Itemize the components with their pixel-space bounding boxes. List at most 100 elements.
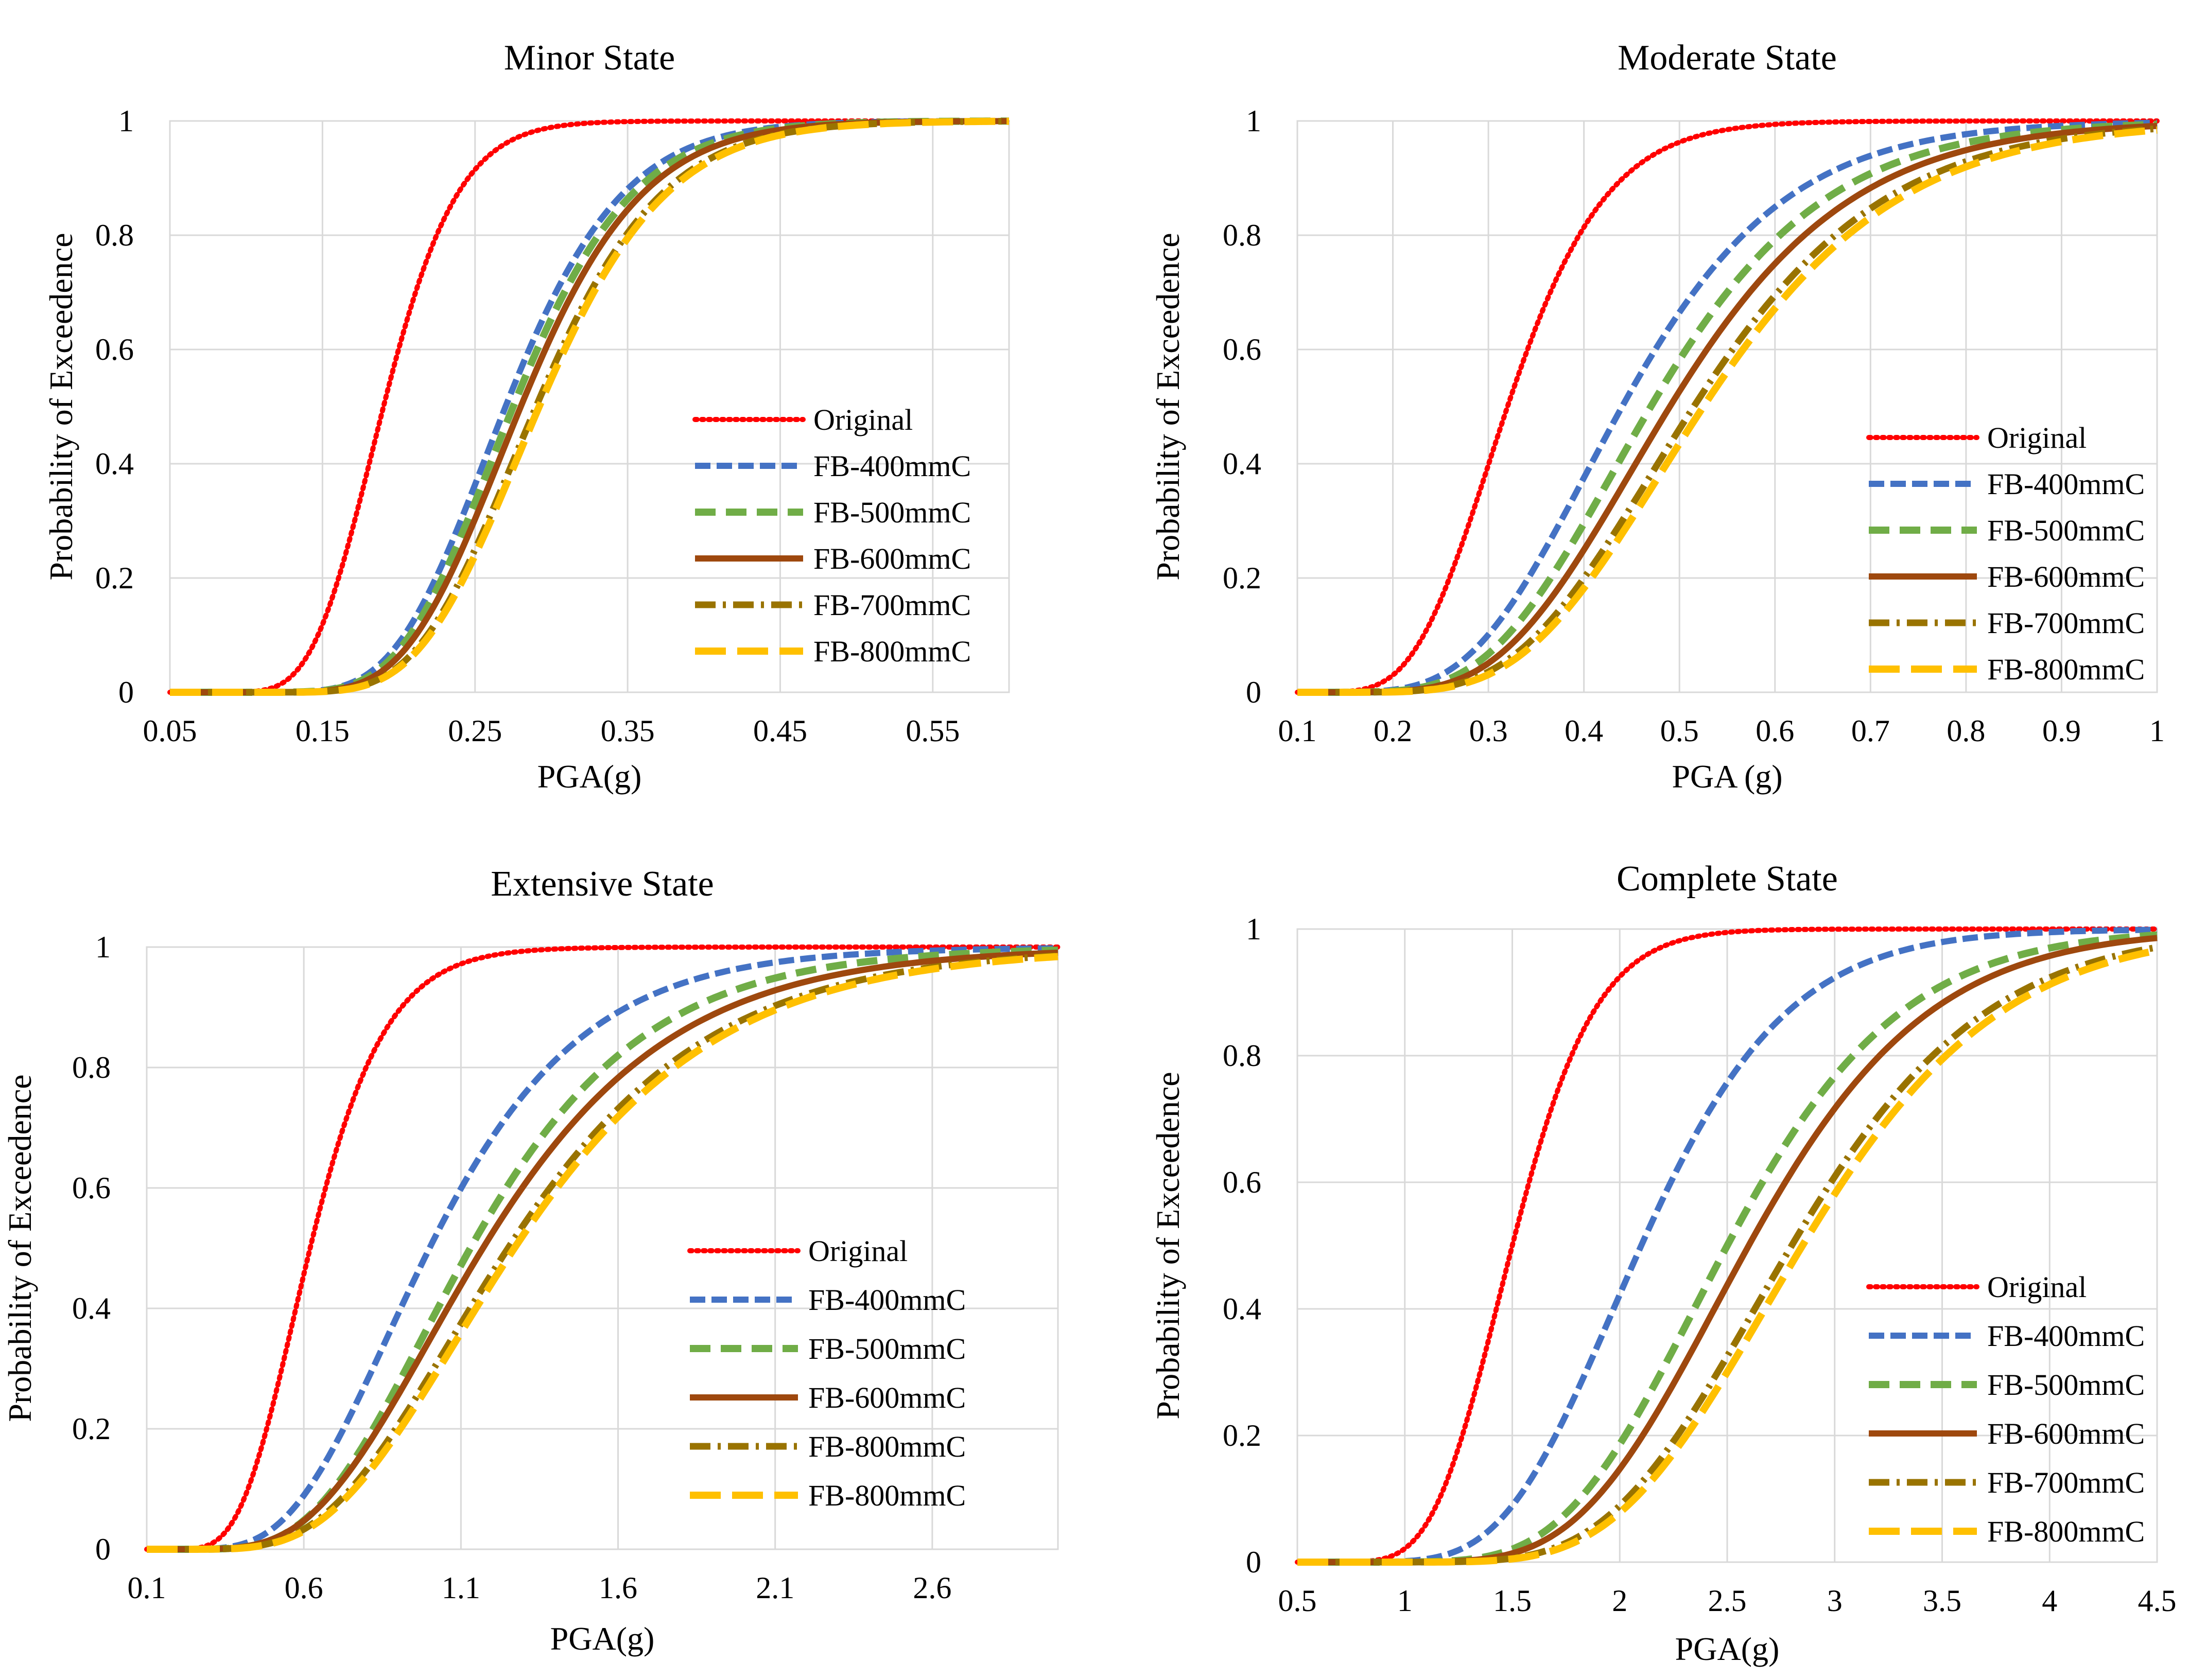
legend-label: FB-500mmC [1987,1368,2145,1402]
legend-label: Original [1987,421,2087,454]
y-tick-label: 0.2 [95,561,134,595]
series-line-fb400 [1297,926,2158,1565]
x-tick-label: 0.1 [1278,714,1317,748]
legend: Original FB-400mmC FB-500mmC FB-600mmC FB-70… [1866,1270,2145,1548]
y-tick-label: 0.6 [1223,332,1261,366]
x-tick-label: 0.1 [128,1571,166,1605]
series-line-fb600 [147,949,1058,1552]
x-axis-label: PGA (g) [1672,758,1782,795]
legend-label: Original [808,1234,908,1268]
x-tick-label: 3 [1827,1584,1843,1618]
x-tick-label: 1.1 [442,1571,480,1605]
y-tick-label: 0.2 [72,1412,111,1446]
x-axis-label: PGA(g) [1675,1631,1780,1667]
y-axis-label: Probability of Exceedence [2,1074,38,1422]
x-tick-label: 2.1 [756,1571,794,1605]
y-tick-label: 0 [95,1532,111,1566]
x-tick-label: 0.45 [753,714,807,748]
y-tick-label: 0.8 [72,1051,111,1084]
legend-label: FB-500mmC [1987,514,2145,547]
y-tick-label: 1 [118,104,134,138]
y-tick-label: 0.2 [1223,561,1261,595]
x-tick-label: 0.3 [1469,714,1508,748]
series-line-fb800 [1297,126,2158,696]
chart-title: Extensive State [491,864,714,904]
legend-label: FB-800mmC [808,1479,966,1512]
x-axis-label: PGA(g) [537,758,642,795]
series-line-fb800 [1297,947,2158,1566]
legend-label: FB-500mmC [808,1332,966,1366]
chart-title: Minor State [504,38,675,78]
y-tick-label: 0.8 [1223,218,1261,252]
x-tick-label: 4 [2042,1584,2057,1618]
y-axis-label: Probability of Exceedence [1150,1072,1186,1419]
y-axis-label: Probability of Exceedence [1150,233,1186,580]
legend-label: FB-400mmC [1987,467,2145,501]
y-tick-label: 0.4 [72,1291,111,1325]
legend-label: FB-400mmC [813,449,971,483]
x-tick-label: 0.5 [1278,1584,1317,1618]
chart-panel-4: 0 0.2 0.4 0.6 0.8 1 0.5 1 1.5 2 2.5 3 3.5 4 4.5 Complet… [1150,859,2177,1667]
y-axis-label: Probability of Exceedence [43,233,79,580]
x-tick-label: 0.25 [448,714,502,748]
legend: Original FB-400mmC FB-500mmC FB-600mmC FB-70… [1866,421,2145,686]
x-tick-label: 0.9 [2042,714,2081,748]
chart-title: Complete State [1617,859,1838,899]
x-axis-label: PGA(g) [550,1620,655,1657]
y-tick-label: 1 [1246,104,1261,138]
y-tick-label: 1 [95,930,111,964]
legend-label: FB-800mmC [1987,653,2145,686]
x-tick-label: 3.5 [1923,1584,1961,1618]
y-tick-label: 0 [1246,675,1261,709]
x-tick-label: 2.5 [1708,1584,1747,1618]
legend: Original FB-400mmC FB-500mmC FB-600mmC FB-80… [687,1234,966,1512]
y-tick-label: 0.8 [95,218,134,252]
x-tick-label: 2.6 [913,1571,951,1605]
x-tick-label: 2 [1612,1584,1627,1618]
x-tick-label: 0.8 [1947,714,1985,748]
legend-label: FB-600mmC [1987,1417,2145,1450]
legend-label: FB-800mmC [808,1430,966,1463]
legend-label: Original [813,403,913,436]
series-line-original [1295,118,2160,695]
x-tick-label: 1.6 [599,1571,637,1605]
legend-label: FB-800mmC [813,635,971,668]
x-tick-label: 1.5 [1493,1584,1532,1618]
y-tick-label: 0 [118,675,134,709]
y-tick-label: 0.2 [1223,1419,1261,1452]
y-tick-label: 0.6 [1223,1165,1261,1199]
legend-label: FB-500mmC [813,496,971,529]
y-tick-label: 0.4 [1223,447,1261,481]
x-tick-label: 0.5 [1660,714,1699,748]
chart-panel-2: 0 0.2 0.4 0.6 0.8 1 0.1 0.2 0.3 0.4 0.5 0.6 0.7 0.8 0.… [1150,38,2165,795]
chart-panel-1: 0 0.2 0.4 0.6 0.8 1 0.05 0.15 0.25 0.35 0.45 0.55 Mi… [43,38,1012,795]
y-tick-label: 1 [1246,912,1261,946]
legend: Original FB-400mmC FB-500mmC FB-600mmC FB-70… [692,403,971,668]
x-tick-label: 4.5 [2138,1584,2177,1618]
series-line-original [144,944,1061,1552]
y-tick-label: 0.8 [1223,1039,1261,1073]
x-tick-label: 0.2 [1374,714,1412,748]
series-line-fb500 [1297,120,2158,696]
x-tick-label: 1 [1397,1584,1413,1618]
legend-label: FB-600mmC [813,542,971,575]
legend-label: Original [1987,1270,2087,1304]
x-tick-label: 0.6 [1756,714,1794,748]
series-line-fb400 [147,945,1058,1552]
x-tick-label: 0.05 [143,714,197,748]
y-tick-label: 0.4 [95,447,134,481]
y-tick-label: 0 [1246,1545,1261,1579]
x-tick-label: 0.35 [601,714,655,748]
x-tick-label: 0.7 [1851,714,1890,748]
y-tick-label: 0.6 [72,1171,111,1205]
series-line-original [1295,926,2160,1565]
legend-label: FB-800mmC [1987,1515,2145,1548]
x-tick-label: 1 [2149,714,2165,748]
y-tick-label: 0.6 [95,332,134,366]
legend-label: FB-700mmC [1987,1466,2145,1499]
chart-panel-3: 0 0.2 0.4 0.6 0.8 1 0.1 0.6 1.1 1.6 2.1 2.6 Extensiv… [2,864,1061,1657]
legend-label: FB-700mmC [813,588,971,622]
series-line-fb400 [1297,119,2158,695]
chart-title: Moderate State [1618,38,1837,78]
